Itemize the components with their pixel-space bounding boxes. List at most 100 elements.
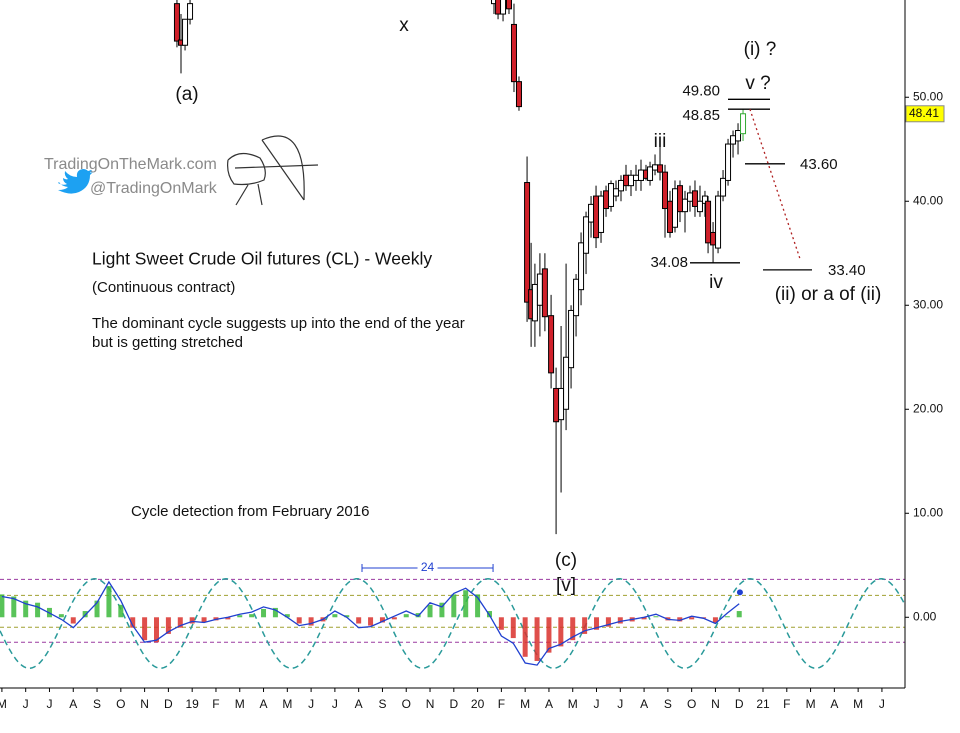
x-tick-label: M (0, 697, 7, 711)
candle-body (715, 195, 722, 249)
y-tick-label: 40.00 (913, 193, 943, 207)
x-tick-label: M (568, 697, 578, 711)
candle-body (657, 164, 664, 173)
x-tick-label: N (711, 697, 720, 711)
candle-body (563, 356, 570, 410)
histogram-bar (142, 617, 148, 641)
wave-label: (c) (555, 550, 577, 571)
histogram-bar (510, 617, 516, 639)
candle-body (710, 231, 717, 246)
candle-body (632, 174, 639, 181)
histogram-bar (522, 617, 528, 657)
histogram-bar (617, 617, 623, 624)
histogram-bar (296, 617, 302, 624)
histogram-bar (201, 617, 207, 623)
histogram-bar (712, 617, 718, 623)
candle-body (541, 268, 548, 318)
x-tick-label: 21 (756, 697, 770, 711)
x-tick-label: J (332, 697, 338, 711)
last-price-label: 48.41 (909, 106, 939, 120)
candle-body (593, 195, 600, 239)
x-tick-label: A (260, 697, 268, 711)
candle-body (187, 3, 194, 20)
histogram-bar (463, 590, 469, 618)
wave-label: (i) ? (744, 39, 777, 60)
histogram-bar (35, 602, 41, 618)
histogram-bar (594, 617, 600, 630)
cycle-label-bg (417, 561, 438, 575)
level-label: 48.85 (682, 107, 720, 124)
x-tick-label: A (355, 697, 363, 711)
signal-dot (736, 589, 743, 596)
candle-body (667, 200, 674, 233)
candle-body (676, 185, 683, 213)
x-tick-label: J (617, 697, 623, 711)
candle-body (548, 315, 555, 374)
histogram-bar (0, 594, 5, 618)
candle-body (495, 0, 502, 15)
candle-body (691, 190, 698, 207)
level-label: 33.40 (828, 262, 866, 279)
candle-body (603, 190, 610, 210)
x-tick-label: A (69, 697, 77, 711)
y-tick-label: 50.00 (913, 89, 943, 103)
histogram-bar (475, 594, 481, 618)
histogram-bar (154, 617, 160, 643)
histogram-bar (249, 614, 255, 618)
wave-label: x (399, 15, 409, 36)
x-tick-label: J (23, 697, 29, 711)
histogram-bar (689, 617, 695, 620)
candle-body (618, 179, 625, 192)
histogram-bar (391, 617, 397, 620)
candle-body (598, 195, 605, 233)
x-tick-label: J (46, 697, 52, 711)
x-tick-label: J (879, 697, 885, 711)
histogram-bar (225, 617, 231, 620)
candle-body (553, 387, 560, 423)
candle-body (623, 174, 630, 187)
candle-body (705, 200, 712, 244)
histogram-bar (165, 617, 171, 634)
histogram-bar (189, 617, 195, 624)
x-tick-label: M (235, 697, 245, 711)
x-tick-label: M (853, 697, 863, 711)
wave-label: [v] (556, 575, 576, 596)
candle-body (647, 166, 654, 181)
candle-body (637, 169, 644, 181)
wave-label: v ? (745, 73, 770, 94)
histogram-bar (308, 617, 314, 626)
histogram-bar (94, 600, 100, 618)
brand-handle: @TradingOnMark (90, 180, 218, 197)
candle-body (730, 135, 737, 145)
histogram-bar (237, 615, 243, 618)
x-tick-label: F (498, 697, 505, 711)
x-tick-label: O (687, 697, 696, 711)
histogram-bar (118, 604, 124, 618)
histogram-bar (403, 614, 409, 618)
subtitle: (Continuous contract) (92, 279, 235, 296)
level-label: 49.80 (682, 82, 720, 99)
level-label: 34.08 (650, 254, 688, 271)
candle-body (568, 309, 575, 369)
x-tick-label: F (212, 697, 219, 711)
histogram-bar (427, 604, 433, 618)
wave-label: (ii) or a of (ii) (775, 284, 882, 305)
x-tick-label: A (545, 697, 553, 711)
x-tick-label: J (594, 697, 600, 711)
x-tick-label: J (308, 697, 314, 711)
histogram-bar (641, 617, 647, 620)
candle-body (573, 278, 580, 317)
candle-body (652, 164, 659, 171)
note: The dominant cycle suggests up into the … (92, 315, 465, 332)
candle-body (740, 113, 747, 135)
candle-body (510, 23, 517, 83)
level-label: 43.60 (800, 156, 838, 173)
histogram-bar (534, 617, 540, 661)
wave-label: iii (654, 131, 667, 152)
x-tick-label: F (783, 697, 790, 711)
histogram-bar (439, 602, 445, 618)
candle-body (701, 195, 708, 204)
histogram-bar (379, 617, 385, 623)
histogram-bar (368, 617, 374, 626)
